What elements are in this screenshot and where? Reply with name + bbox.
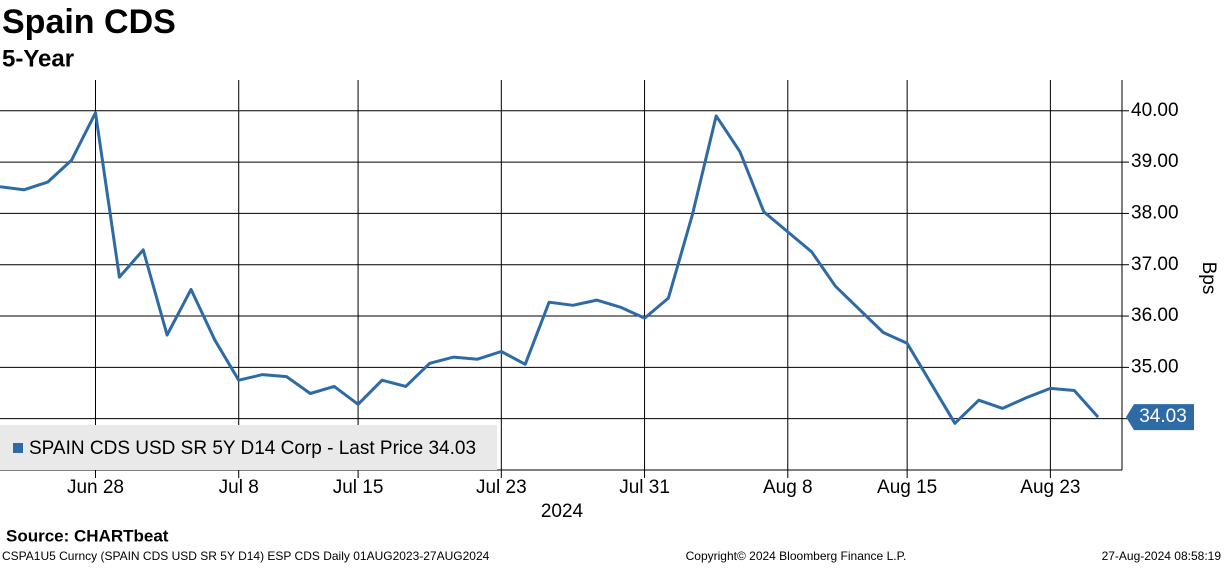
x-axis-label: 2024	[541, 501, 584, 522]
x-tick-label: Aug 8	[763, 477, 813, 498]
x-tick-label: Aug 15	[877, 477, 937, 498]
y-axis-label: Bps	[1198, 262, 1219, 295]
y-tick-label: 37.00	[1131, 254, 1179, 275]
x-tick-label: Jul 31	[619, 477, 670, 498]
y-tick-label: 35.00	[1131, 356, 1179, 377]
footer-right: 27-Aug-2024 08:58:19	[1102, 549, 1222, 563]
legend-swatch	[13, 443, 23, 453]
y-tick-label: 36.00	[1131, 305, 1179, 326]
x-tick-label: Jul 8	[219, 477, 259, 498]
x-tick-label: Aug 23	[1020, 477, 1080, 498]
series-line	[0, 111, 1100, 425]
last-price-tag	[1126, 404, 1194, 431]
source: Source: CHARTbeat	[6, 526, 169, 545]
footer-center: Copyright© 2024 Bloomberg Finance L.P.	[686, 549, 907, 563]
x-tick-label: Jun 28	[67, 477, 124, 498]
legend-box	[0, 425, 497, 470]
y-tick-label: 40.00	[1131, 100, 1179, 121]
footer-left: CSPA1U5 Curncy (SPAIN CDS USD SR 5Y D14)…	[2, 549, 490, 563]
y-tick-label: 39.00	[1131, 151, 1179, 172]
x-tick-label: Jul 23	[476, 477, 527, 498]
y-tick-label: 38.00	[1131, 202, 1179, 223]
legend-label: SPAIN CDS USD SR 5Y D14 Corp - Last Pric…	[29, 438, 476, 459]
x-tick-label: Jul 15	[333, 477, 384, 498]
chart-title: Spain CDS	[2, 3, 176, 41]
chart-subtitle: 5-Year	[2, 45, 74, 72]
last-price-label: 34.03	[1139, 406, 1187, 427]
